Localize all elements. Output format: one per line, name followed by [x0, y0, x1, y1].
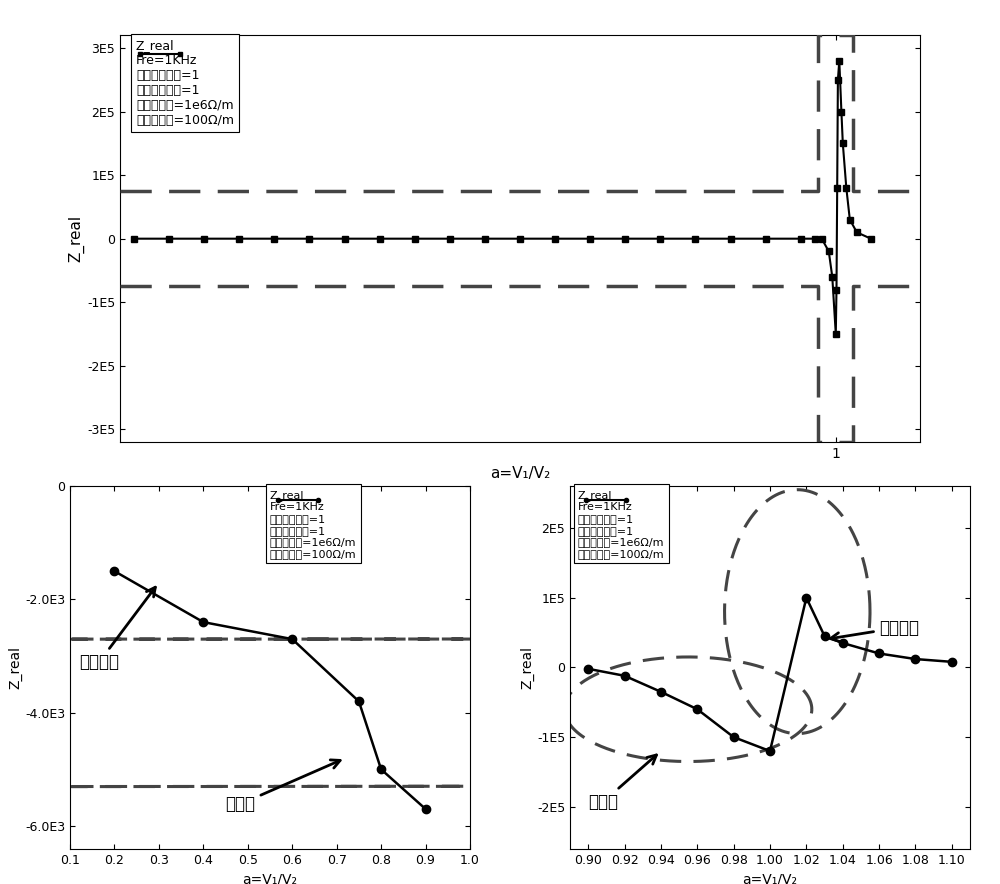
Text: Z_real
Fre=1KHz
岐石介电常数=1
泥浆介电常数=1
岐石电阴率=1e6Ω/m
泥浆电阴率=100Ω/m: Z_real Fre=1KHz 岐石介电常数=1 泥浆介电常数=1 岐石电阴率=…	[136, 40, 234, 127]
Y-axis label: Z_real: Z_real	[520, 646, 534, 689]
Text: Z_real
Fre=1KHz
岐石介电常数=1
泥浆介电常数=1
岐石电阴率=1e6Ω/m
泥浆电阴率=100Ω/m: Z_real Fre=1KHz 岐石介电常数=1 泥浆介电常数=1 岐石电阴率=…	[270, 490, 357, 559]
X-axis label: a=V₁/V₂: a=V₁/V₂	[242, 872, 298, 884]
Text: 聚焦区: 聚焦区	[588, 755, 656, 811]
X-axis label: a=V₁/V₂: a=V₁/V₂	[742, 872, 798, 884]
X-axis label: a=V₁/V₂: a=V₁/V₂	[490, 467, 550, 482]
Y-axis label: Z_real: Z_real	[68, 215, 84, 263]
Text: 聚焦区: 聚焦区	[226, 760, 340, 813]
Y-axis label: Z_real: Z_real	[8, 646, 22, 689]
Text: Z_real
Fre=1KHz
岐石介电常数=1
泥浆介电常数=1
岐石电阴率=1e6Ω/m
泥浆电阴率=100Ω/m: Z_real Fre=1KHz 岐石介电常数=1 泥浆介电常数=1 岐石电阴率=…	[578, 490, 665, 559]
Text: 过聚焦区: 过聚焦区	[830, 619, 919, 642]
Text: 欠聚焦区: 欠聚焦区	[79, 587, 155, 672]
